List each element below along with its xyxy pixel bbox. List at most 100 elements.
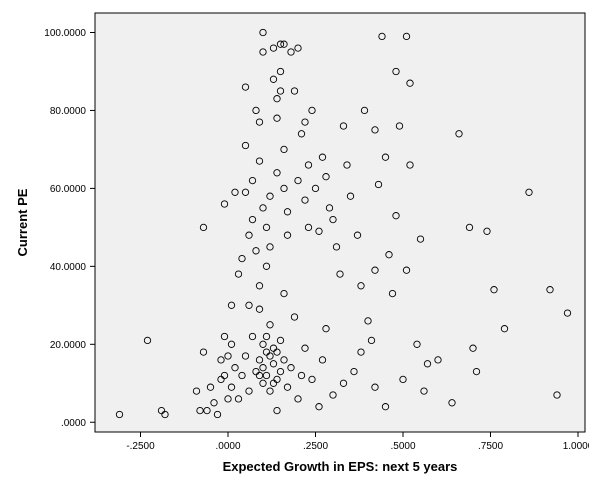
data-point [360, 106, 369, 115]
data-point [416, 235, 425, 243]
data-point [287, 364, 295, 372]
data-point [241, 141, 250, 150]
data-point [266, 352, 274, 360]
data-point [248, 176, 257, 185]
data-point [245, 231, 253, 239]
data-point [308, 106, 316, 115]
data-point [301, 344, 309, 352]
data-point [294, 44, 302, 52]
data-point [231, 188, 239, 196]
data-point [259, 28, 267, 37]
data-point [255, 157, 264, 165]
data-point [423, 360, 432, 368]
data-point [227, 301, 236, 309]
data-point [273, 95, 281, 103]
data-point [115, 410, 124, 419]
data-point [276, 40, 285, 48]
data-point [420, 387, 428, 395]
data-point [273, 169, 281, 177]
data-point [280, 356, 288, 364]
data-point [294, 395, 302, 403]
data-point [346, 192, 355, 200]
data-point [262, 371, 271, 380]
data-point [304, 161, 313, 169]
data-point [448, 399, 456, 407]
data-point [234, 270, 243, 278]
data-point [143, 336, 152, 345]
data-point [315, 403, 323, 411]
data-point [266, 387, 274, 395]
data-point [353, 231, 362, 239]
data-point [406, 161, 414, 169]
data-point [199, 223, 208, 232]
data-point [500, 325, 509, 333]
data-point [371, 266, 379, 274]
data-point [301, 118, 309, 126]
data-point [297, 130, 306, 138]
data-point [252, 106, 260, 115]
data-point [406, 79, 414, 87]
data-point [259, 340, 267, 348]
data-point [381, 153, 390, 161]
data-point [402, 32, 411, 41]
x-axis-title: Expected Growth in EPS: next 5 years [223, 459, 458, 474]
data-point [248, 332, 257, 341]
data-point [490, 286, 498, 294]
data-point [301, 196, 309, 204]
data-point [269, 379, 278, 387]
data-point [213, 410, 222, 419]
data-point [192, 387, 201, 395]
data-point [241, 188, 250, 196]
x-tick-label: .5000 [390, 441, 415, 452]
data-point [357, 348, 365, 356]
data-point [287, 48, 295, 56]
data-point [220, 332, 229, 341]
data-point [332, 243, 341, 251]
data-point [220, 371, 229, 380]
data-point [266, 321, 274, 329]
data-point [318, 153, 327, 161]
data-point [280, 40, 288, 48]
data-point [290, 87, 299, 95]
data-point [280, 289, 288, 298]
data-point [339, 379, 348, 387]
data-point [266, 243, 274, 251]
y-tick-label: 60.0000 [50, 184, 87, 195]
data-point [276, 336, 285, 345]
y-tick-label: .0000 [61, 418, 86, 429]
data-point [196, 406, 204, 415]
data-point [231, 364, 239, 372]
data-point [402, 266, 411, 274]
data-point [297, 371, 306, 380]
data-point [227, 383, 236, 391]
data-point [238, 371, 246, 380]
data-point [255, 282, 264, 290]
data-point [322, 173, 330, 181]
data-point [364, 317, 372, 325]
data-point [374, 180, 383, 189]
data-point [273, 114, 281, 122]
x-axis: -.2500 .0000 .2500 .5000 .7500 1.0000 [126, 432, 589, 452]
data-point [308, 375, 316, 384]
data-point [220, 200, 229, 208]
data-point [245, 387, 253, 395]
data-point [259, 204, 267, 212]
data-point [392, 67, 400, 76]
data-point [395, 122, 404, 130]
data-point [283, 383, 292, 391]
plot-background [94, 12, 586, 433]
data-point [273, 348, 281, 356]
data-point [385, 251, 393, 259]
data-point [434, 356, 442, 364]
data-point [276, 67, 285, 76]
data-point [262, 262, 271, 270]
data-point [280, 145, 288, 154]
data-point [336, 270, 344, 278]
data-point [322, 325, 330, 333]
data-point [329, 391, 337, 399]
data-point [217, 356, 225, 364]
y-tick-label: 40.0000 [50, 262, 87, 273]
data-point [259, 379, 267, 387]
data-point [455, 130, 463, 138]
data-point [224, 395, 232, 403]
